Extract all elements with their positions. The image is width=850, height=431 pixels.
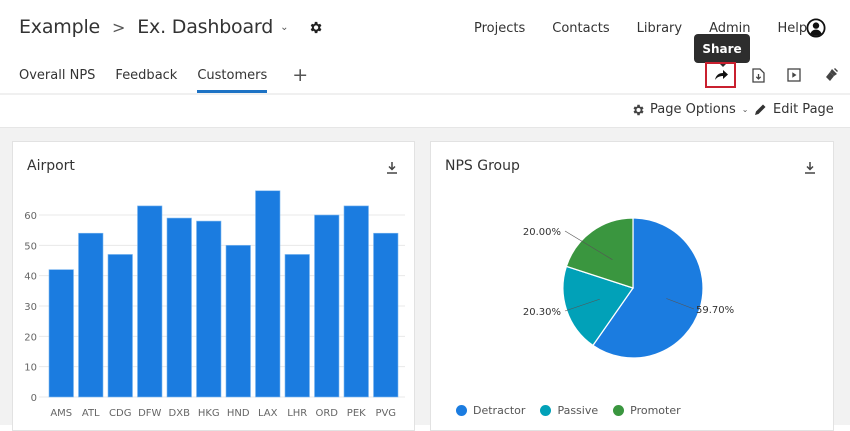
svg-text:0: 0 <box>31 393 37 404</box>
breadcrumb: Example > Ex. Dashboard ⌄ <box>19 16 323 38</box>
bar[interactable] <box>255 190 281 398</box>
svg-text:ATL: ATL <box>82 408 100 419</box>
share-button[interactable] <box>705 62 736 88</box>
widget-title: NPS Group <box>445 158 520 174</box>
legend-item-detractor[interactable]: Detractor <box>456 404 525 417</box>
widget-airport[interactable]: Airport 0 10 20 30 40 50 60 AMS ATL CDG DFW DXB HKG H… <box>12 141 415 431</box>
nav-help[interactable]: Help <box>777 21 808 36</box>
svg-text:HND: HND <box>227 408 250 419</box>
svg-text:ORD: ORD <box>315 408 338 419</box>
header-divider <box>0 93 850 95</box>
page-options-dropdown[interactable]: Page Options ⌄ <box>631 102 748 117</box>
svg-text:HKG: HKG <box>198 408 220 419</box>
bar-chart: 0 10 20 30 40 50 60 AMS ATL CDG DFW DXB HKG HND LAX LHR… <box>24 190 405 419</box>
download-icon[interactable] <box>804 160 816 174</box>
breadcrumb-separator: > <box>112 17 126 37</box>
pie-slice[interactable] <box>592 217 704 359</box>
bar[interactable] <box>137 205 163 398</box>
bar[interactable] <box>284 254 310 398</box>
nav-admin[interactable]: Admin <box>709 21 751 36</box>
svg-text:20.30%: 20.30% <box>523 307 561 318</box>
tab-label: Customers <box>197 68 268 83</box>
svg-text:AMS: AMS <box>50 408 72 419</box>
bar[interactable] <box>225 245 251 398</box>
bar[interactable] <box>48 269 74 398</box>
share-tooltip: Share <box>694 34 750 67</box>
chevron-down-icon[interactable]: ⌄ <box>280 21 289 33</box>
bar[interactable] <box>196 220 222 398</box>
edit-page-button[interactable]: Edit Page <box>754 102 834 117</box>
legend-item-promoter[interactable]: Promoter <box>613 404 681 417</box>
bar[interactable] <box>78 232 104 398</box>
svg-text:PVG: PVG <box>375 408 396 419</box>
pie-chart: 59.70% 20.30% 20.00% <box>523 217 734 359</box>
svg-text:DFW: DFW <box>138 408 161 419</box>
chevron-down-icon: ⌄ <box>741 105 749 114</box>
top-bar: Example > Ex. Dashboard ⌄ Projects Conta… <box>0 0 850 58</box>
export-icon[interactable] <box>749 66 767 84</box>
legend-label: Promoter <box>630 404 681 417</box>
widget-nps-group[interactable]: NPS Group 59.70% 20.30% 20.00% Detractor P… <box>430 141 834 431</box>
dashboard-name[interactable]: Ex. Dashboard <box>137 16 274 38</box>
tab-overall-nps[interactable]: Overall NPS <box>19 68 95 94</box>
bar[interactable] <box>373 232 399 398</box>
breadcrumb-root[interactable]: Example <box>19 16 101 38</box>
widget-title: Airport <box>27 158 75 174</box>
page-options-label: Page Options <box>650 102 736 117</box>
svg-text:CDG: CDG <box>109 408 131 419</box>
bar[interactable] <box>166 217 192 398</box>
legend-dot <box>456 405 467 416</box>
svg-text:PEK: PEK <box>347 408 366 419</box>
svg-text:40: 40 <box>24 272 37 283</box>
pie-slice[interactable] <box>565 217 634 289</box>
legend-dot <box>540 405 552 416</box>
pencil-icon <box>754 103 767 116</box>
chart-legend: Detractor Passive Promoter <box>456 404 696 417</box>
bar[interactable] <box>343 205 369 398</box>
svg-text:DXB: DXB <box>169 408 191 419</box>
legend-item-passive[interactable]: Passive <box>540 404 598 417</box>
nav-projects[interactable]: Projects <box>474 21 526 36</box>
legend-label: Passive <box>557 404 599 417</box>
edit-page-label: Edit Page <box>773 102 834 117</box>
svg-text:30: 30 <box>24 302 37 313</box>
svg-text:LHR: LHR <box>287 408 307 419</box>
nav-contacts[interactable]: Contacts <box>552 21 610 36</box>
present-icon[interactable] <box>785 66 803 84</box>
tab-label: Overall NPS <box>19 68 96 83</box>
share-icon <box>714 66 728 85</box>
svg-text:10: 10 <box>24 363 37 374</box>
nav-library[interactable]: Library <box>636 21 683 36</box>
download-icon[interactable] <box>386 160 398 174</box>
tab-customers[interactable]: Customers <box>197 68 267 94</box>
legend-label: Detractor <box>473 404 526 417</box>
svg-text:20.00%: 20.00% <box>523 227 561 238</box>
svg-text:50: 50 <box>24 241 37 252</box>
tab-label: Feedback <box>115 68 178 83</box>
legend-dot <box>613 405 625 416</box>
page-tabs: Overall NPS Feedback Customers + <box>19 64 309 94</box>
svg-text:59.70%: 59.70% <box>696 305 734 316</box>
svg-text:20: 20 <box>24 332 37 343</box>
gear-icon <box>631 103 645 117</box>
theme-brush-icon[interactable] <box>822 66 840 84</box>
top-nav: Projects Contacts Library Admin Help <box>474 21 834 36</box>
svg-text:LAX: LAX <box>258 408 278 419</box>
tab-feedback[interactable]: Feedback <box>115 68 177 94</box>
page-options-bar: Page Options ⌄ Edit Page <box>0 95 850 128</box>
bar[interactable] <box>107 254 133 398</box>
dashboard-settings-gear-icon[interactable] <box>308 20 323 35</box>
add-page-button[interactable]: + <box>292 64 309 86</box>
bar[interactable] <box>314 214 340 398</box>
svg-text:60: 60 <box>24 211 37 222</box>
user-avatar-icon[interactable] <box>806 18 826 38</box>
